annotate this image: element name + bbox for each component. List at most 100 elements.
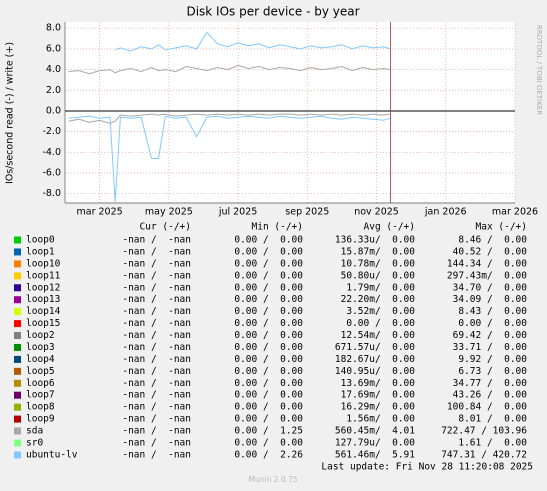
legend-stat: -nan / -nan [122,282,191,293]
legend-name: loop15 [26,318,60,329]
legend-stat: 0.00 / 0.00 [234,402,303,413]
legend-stat: 136.33u/ 0.00 [335,235,415,246]
legend-swatch [14,379,21,387]
legend-name: loop7 [26,390,55,401]
series-line [68,115,391,203]
legend-stat: -nan / -nan [122,426,191,437]
legend-name: loop0 [26,235,55,246]
y-tick-label: -6.0 [42,168,61,179]
legend-stat: -nan / -nan [122,258,191,269]
legend-stat: 43.26 / 0.00 [453,390,528,401]
legend-swatch [14,427,21,435]
legend-stat: -nan / -nan [122,330,191,341]
legend-stat: 8.46 / 0.00 [458,235,527,246]
legend-stat: 127.79u/ 0.00 [335,437,415,448]
legend-name: loop3 [26,342,55,353]
legend-stat: 0.00 / 0.00 [234,270,303,281]
legend-stat: -nan / -nan [122,414,191,425]
legend-stat: 0.00 / 0.00 [234,354,303,365]
legend-stat: 33.71 / 0.00 [453,342,528,353]
last-update: Last update: Fri Nov 28 11:20:08 2025 [321,462,533,473]
legend-stat: 0.00 / 0.00 [234,306,303,317]
legend-stat: 144.34 / 0.00 [447,258,527,269]
x-tick-label: nov 2025 [354,207,399,218]
x-tick-label: mar 2025 [77,207,123,218]
x-tick-label: jan 2026 [424,207,467,218]
legend-stat: 0.00 / 0.00 [458,318,527,329]
legend-stat: -nan / -nan [122,246,191,257]
legend-stat: 140.95u/ 0.00 [335,366,415,377]
legend-stat: 1.56m/ 0.00 [346,414,415,425]
legend-swatch [14,248,21,256]
y-tick-label: 0.0 [46,105,61,116]
legend-stat: -nan / -nan [122,318,191,329]
y-tick-label: -4.0 [42,147,61,158]
legend-stat: 3.52m/ 0.00 [346,306,415,317]
legend-name: loop8 [26,402,55,413]
legend-stat: -nan / -nan [122,294,191,305]
legend-stat: 6.73 / 0.00 [458,366,527,377]
y-tick-label: -8.0 [42,188,61,199]
legend-stat: 0.00 / 0.00 [234,414,303,425]
legend-stat: -nan / -nan [122,366,191,377]
legend-swatch [14,391,21,399]
legend-name: sr0 [26,437,43,448]
legend-name: loop2 [26,330,55,341]
legend-stat: 0.00 / 0.00 [234,235,303,246]
legend-header: Avg (-/+) [364,222,415,233]
legend-stat: 1.79m/ 0.00 [346,282,415,293]
y-tick-label: 8.0 [46,23,61,34]
legend-stat: -nan / -nan [122,270,191,281]
legend-stat: 182.67u/ 0.00 [335,354,415,365]
legend-swatch [14,308,21,316]
legend-stat: 40.52 / 0.00 [453,246,528,257]
legend-header: Max (-/+) [476,222,527,233]
legend-stat: 22.20m/ 0.00 [341,294,416,305]
version: Munin 2.0.75 [248,475,297,484]
legend-swatch [14,284,21,292]
legend-stat: 297.43m/ 0.00 [447,270,527,281]
legend-stat: 0.00 / 0.00 [234,330,303,341]
legend-name: loop4 [26,354,55,365]
legend-stat: 671.57u/ 0.00 [335,342,415,353]
legend-stat: 0.00 / 0.00 [234,378,303,389]
legend-name: loop6 [26,378,55,389]
legend-swatch [14,320,21,328]
legend-stat: 0.00 / 0.00 [234,366,303,377]
legend-swatch [14,403,21,411]
legend-stat: 747.31 / 420.72 [441,449,527,460]
y-tick-label: 2.0 [46,85,61,96]
legend-name: loop12 [26,282,60,293]
y-axis-label: IOs/second read (-) / write (+) [5,42,16,184]
legend-stat: -nan / -nan [122,437,191,448]
legend-stat: -nan / -nan [122,402,191,413]
legend-stat: 16.29m/ 0.00 [341,402,416,413]
legend-stat: -nan / -nan [122,354,191,365]
legend-stat: 0.00 / 2.26 [234,449,303,460]
legend-name: loop11 [26,270,61,281]
legend-stat: 1.61 / 0.00 [458,437,527,448]
legend-stat: 34.70 / 0.00 [453,282,528,293]
y-tick-label: 4.0 [46,64,61,75]
legend-stat: -nan / -nan [122,235,191,246]
legend-stat: 9.92 / 0.00 [458,354,527,365]
legend-swatch [14,272,21,280]
legend-name: loop10 [26,258,61,269]
legend-name: sda [26,426,43,437]
legend-stat: 100.84 / 0.00 [447,402,527,413]
legend-stat: 0.00 / 1.25 [234,426,303,437]
watermark: RRDTOOL / TOBI OETIKER [535,25,543,115]
legend-stat: 0.00 / 0.00 [234,437,303,448]
legend-stat: 8.43 / 0.00 [458,306,527,317]
legend-stat: 560.45m/ 4.01 [335,426,415,437]
legend-stat: 0.00 / 0.00 [234,282,303,293]
legend-swatch [14,343,21,351]
legend-stat: 0.00 / 0.00 [234,246,303,257]
x-tick-label: sep 2025 [285,207,329,218]
series-line [115,31,391,52]
legend-swatch [14,296,21,304]
legend-stat: 34.09 / 0.00 [453,294,528,305]
chart-title: Disk IOs per device - by year [186,5,359,19]
